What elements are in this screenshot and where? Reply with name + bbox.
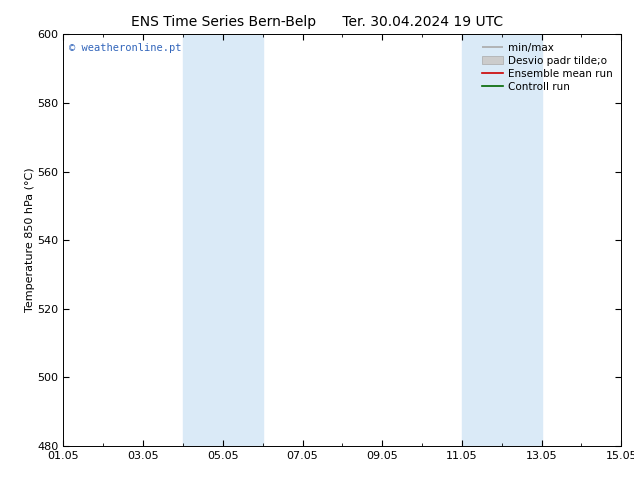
Bar [462,34,541,446]
Bar [183,34,262,446]
Text: © weatheronline.pt: © weatheronline.pt [69,43,181,52]
Text: ENS Time Series Bern-Belp      Ter. 30.04.2024 19 UTC: ENS Time Series Bern-Belp Ter. 30.04.202… [131,15,503,29]
Legend: min/max, Desvio padr tilde;o, Ensemble mean run, Controll run: min/max, Desvio padr tilde;o, Ensemble m… [479,40,616,95]
Y-axis label: Temperature 850 hPa (°C): Temperature 850 hPa (°C) [25,168,34,313]
